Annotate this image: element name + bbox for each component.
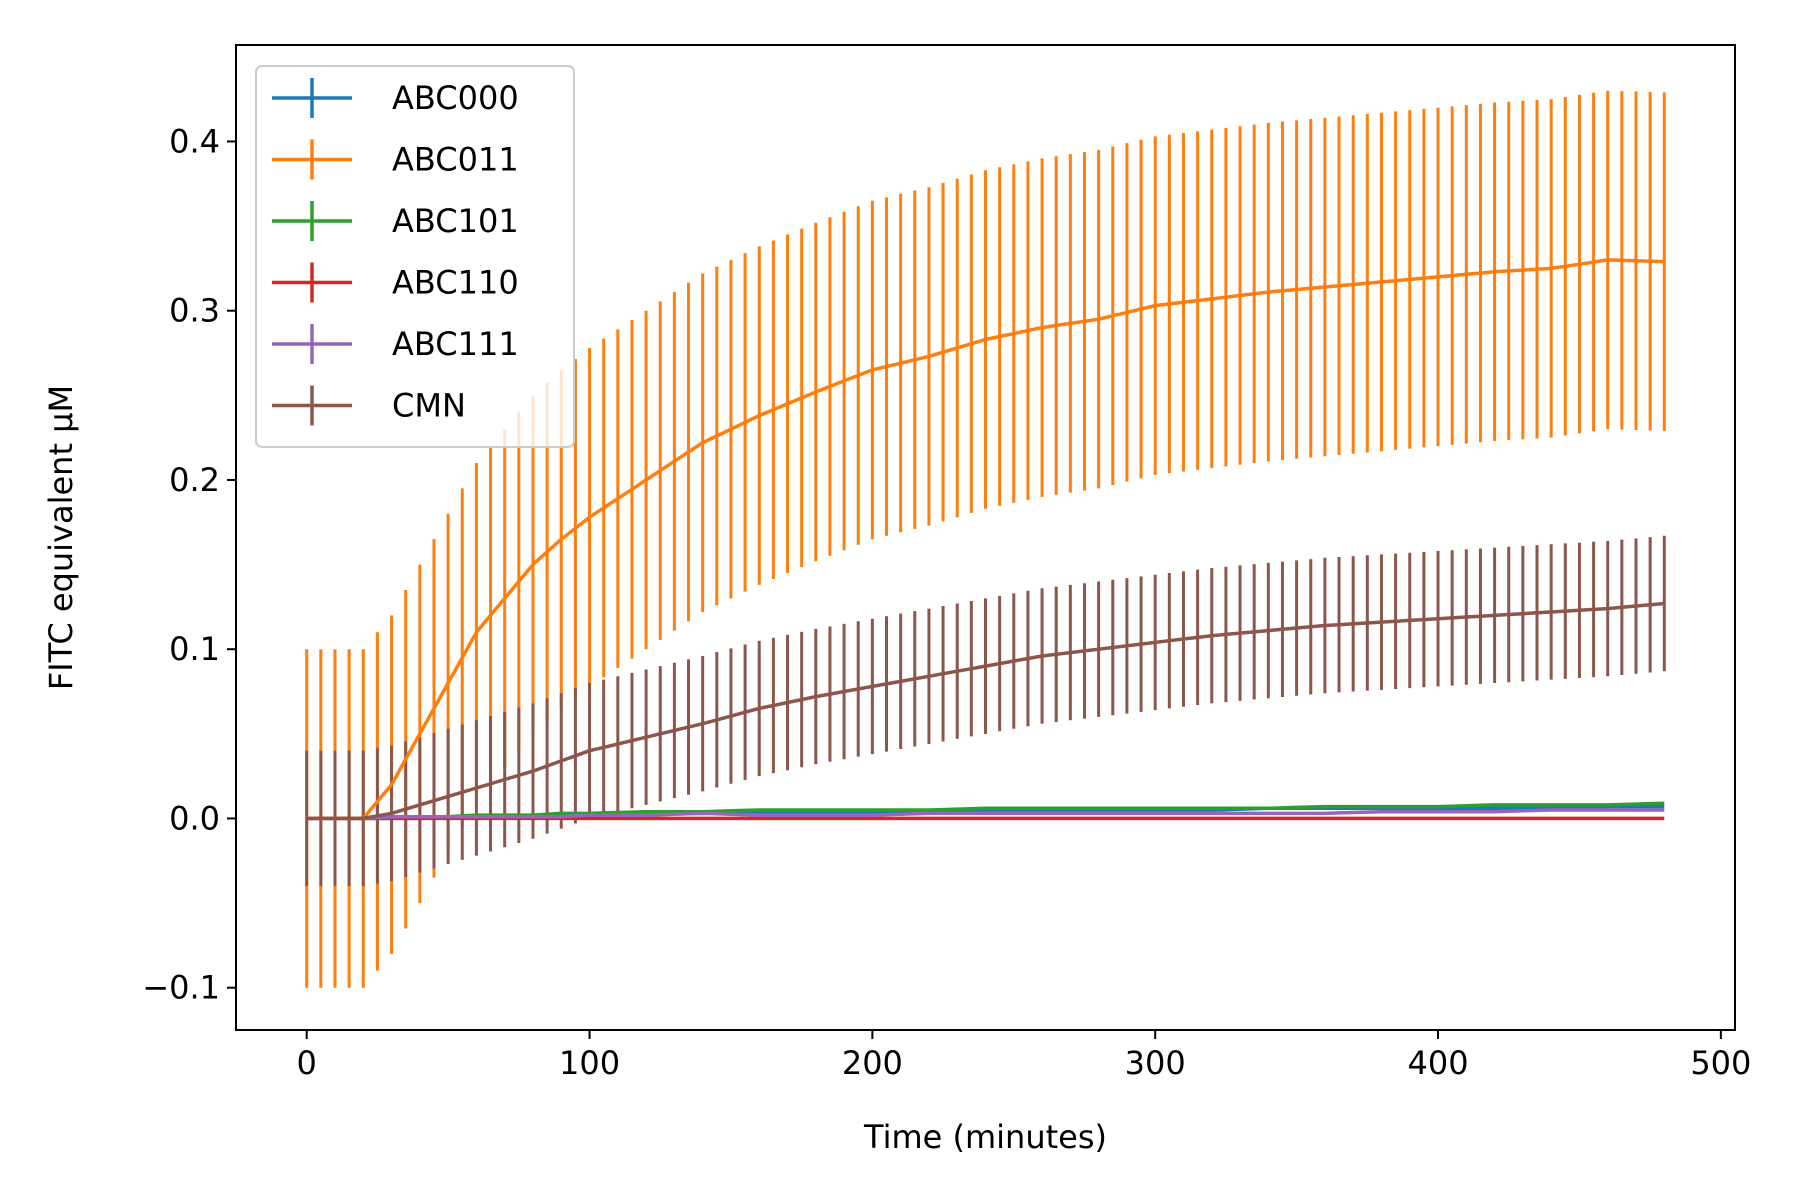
series-line-abc011 [306,258,1665,821]
legend: ABC000 ABC011 ABC101 ABC110 ABC111 CMN [255,65,575,448]
y-tick-label: 0.1 [169,630,220,668]
y-tick-label: −0.1 [142,969,220,1007]
y-axis-label: FITC equivalent μM [42,385,80,690]
y-tick-label: 0.4 [169,122,220,160]
legend-label: ABC111 [392,325,519,363]
x-tick-label: 400 [1407,1044,1468,1082]
x-tick-label: 100 [559,1044,620,1082]
legend-label: ABC011 [392,141,519,179]
legend-label: ABC000 [392,79,519,117]
x-tick-label: 0 [297,1044,317,1082]
x-axis-label: Time (minutes) [863,1118,1107,1156]
legend-label: ABC101 [392,202,519,240]
legend-label: ABC110 [392,264,519,302]
series-line-abc111 [306,808,1665,821]
y-tick-label: 0.0 [169,799,220,837]
series-lines-layer [306,258,1665,821]
ticks-layer: 0 100 200 300 400 500 −0.1 0.0 0.1 0.2 0.3 0.4 [142,122,1751,1082]
x-tick-label: 200 [842,1044,903,1082]
y-tick-label: 0.3 [169,292,220,330]
legend-label: CMN [392,387,466,425]
x-tick-label: 500 [1690,1044,1751,1082]
x-tick-label: 300 [1125,1044,1186,1082]
y-tick-label: 0.2 [169,461,220,499]
axes-frame [235,44,1736,1031]
series-line-cmn [306,601,1665,821]
